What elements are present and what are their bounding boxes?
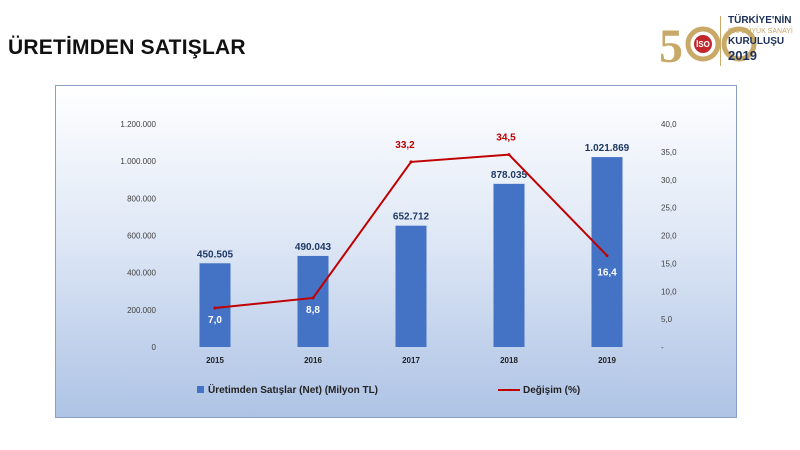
chart-panel: 0 200.000 400.000 600.000 800.000 1.000.000 1.… (55, 85, 737, 418)
bar (493, 183, 525, 347)
bar-data-label: 652.712 (393, 212, 430, 223)
bar (395, 225, 427, 347)
logo-divider (720, 16, 721, 66)
logo-line3: KURULUŞU (728, 36, 785, 47)
line-data-label: 33,2 (395, 140, 415, 151)
page-title: ÜRETİMDEN SATIŞLAR (8, 36, 246, 59)
line-data-label: 16,4 (597, 268, 617, 279)
line-data-label: 8,8 (306, 305, 320, 316)
line-data-label: 7,0 (208, 315, 222, 326)
y-right-tick-label: 30,0 (661, 176, 677, 185)
y-left-tick-label: 1.200.000 (120, 120, 156, 129)
bar (297, 255, 329, 347)
y-right-tick-label: 40,0 (661, 120, 677, 129)
logo-line1: TÜRKİYE'NİN (728, 15, 792, 26)
line-point (311, 296, 315, 300)
legend-bar-label: Üretimden Satışlar (Net) (Milyon TL) (208, 383, 378, 396)
logo-year: 2019 (728, 48, 757, 63)
logo-emblem-icon: 5 İSO (659, 20, 757, 70)
y-right-tick-label: 35,0 (661, 148, 677, 157)
legend-line-label: Değişim (%) (523, 385, 580, 396)
y-right-tick-label: 15,0 (661, 259, 677, 268)
line-point (507, 153, 511, 157)
x-category-label: 2016 (304, 356, 322, 365)
x-category-label: 2019 (598, 356, 616, 365)
x-category-label: 2018 (500, 356, 518, 365)
y-left-tick-label: 600.000 (127, 232, 156, 241)
y-right-tick-label: 5,0 (661, 315, 673, 324)
y-right-tick-label: 25,0 (661, 204, 677, 213)
y-right-tick-label: - (661, 343, 664, 352)
y-left-tick-label: 400.000 (127, 269, 156, 278)
logo-ring-icon (721, 26, 757, 62)
x-category-label: 2015 (206, 356, 224, 365)
y-right-tick-label: 10,0 (661, 287, 677, 296)
bar-data-label: 1.021.869 (585, 143, 630, 154)
logo-number: 5 (659, 20, 683, 70)
line-data-label: 34,5 (496, 133, 516, 144)
y-left-tick-label: 0 (152, 343, 157, 352)
combo-chart: 0 200.000 400.000 600.000 800.000 1.000.000 1.… (120, 120, 677, 396)
bar (199, 263, 231, 347)
bar-data-label: 450.505 (197, 249, 234, 260)
legend-bar-swatch (197, 386, 204, 393)
logo-badge-icon (694, 35, 712, 53)
bar-data-label: 878.035 (491, 170, 528, 181)
line-point (605, 254, 609, 258)
logo-emblem-text: İSO (696, 40, 710, 49)
y-left-tick-label: 1.000.000 (120, 157, 156, 166)
y-right-tick-label: 20,0 (661, 232, 677, 241)
line-point (213, 306, 217, 310)
y-left-tick-label: 800.000 (127, 194, 156, 203)
logo-line2: 500 BÜYÜK SANAYİ (728, 28, 793, 35)
line-point (409, 160, 413, 164)
bar (591, 157, 623, 347)
logo-ring-icon (685, 26, 721, 62)
logo-text: TÜRKİYE'NİN 500 BÜYÜK SANAYİ KURULUŞU 20… (728, 15, 793, 63)
x-category-label: 2017 (402, 356, 420, 365)
bar-data-label: 490.043 (295, 242, 332, 253)
y-left-tick-label: 200.000 (127, 306, 156, 315)
